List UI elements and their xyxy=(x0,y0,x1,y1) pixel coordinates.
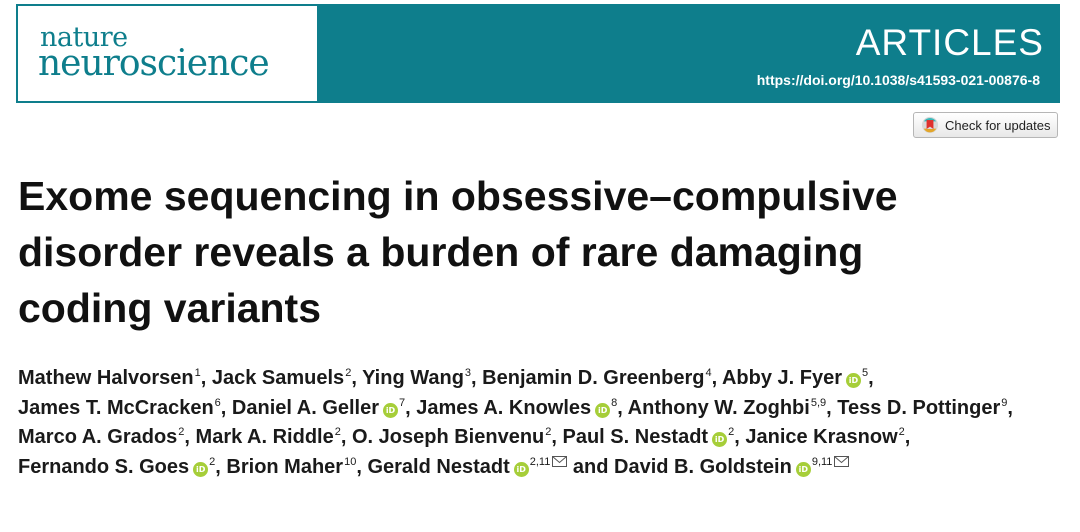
author-name: Marco A. Grados xyxy=(18,426,178,448)
author-brion-maher[interactable]: Brion Maher10 xyxy=(226,456,356,478)
affiliation-marker: 3 xyxy=(464,367,472,380)
affiliation-marker: 2 xyxy=(345,367,352,380)
logo-line-neuroscience: neuroscience xyxy=(38,43,270,84)
orcid-icon[interactable]: iD xyxy=(846,373,861,388)
logo-line-nature: nature xyxy=(40,22,128,53)
author-name: Paul S. Nestadt xyxy=(562,426,709,448)
author-james-a-knowles[interactable]: James A. Knowles iD8 xyxy=(416,397,617,419)
author-paul-s-nestadt[interactable]: Paul S. Nestadt iD2 xyxy=(563,426,735,448)
author-name: David B. Goldstein xyxy=(614,455,792,478)
author-name: Daniel A. Geller xyxy=(231,396,380,419)
author-jack-samuels[interactable]: Jack Samuels2 xyxy=(212,367,351,389)
author-name: Fernando S. Goes xyxy=(18,455,190,478)
affiliation-marker: 5,9 xyxy=(810,396,827,409)
crossmark-icon xyxy=(921,116,939,134)
author-name: Janice Krasnow xyxy=(745,426,898,448)
author-david-b-goldstein[interactable]: David B. Goldstein iD9,11 xyxy=(614,455,850,478)
affiliation-marker: 5 xyxy=(862,367,869,380)
author-name: Tess D. Pottinger xyxy=(837,396,1001,419)
author-daniel-a-geller[interactable]: Daniel A. Geller iD7 xyxy=(232,397,405,419)
affiliation-marker: 2 xyxy=(728,426,735,439)
author-marco-a-grados[interactable]: Marco A. Grados2 xyxy=(18,426,184,448)
author-benjamin-d-greenberg[interactable]: Benjamin D. Greenberg4 xyxy=(482,367,711,389)
affiliation-marker: 2 xyxy=(898,426,905,439)
article-title: Exome sequencing in obsessive–compulsive… xyxy=(18,173,898,331)
author-name: Jack Samuels xyxy=(211,367,345,389)
email-icon[interactable] xyxy=(834,455,850,467)
author-name: O. Joseph Bienvenu xyxy=(351,426,545,448)
orcid-icon[interactable]: iD xyxy=(712,432,728,447)
affiliation-marker: 4 xyxy=(705,367,712,380)
author-name: James A. Knowles xyxy=(416,396,592,419)
author-name: Anthony W. Zoghbi xyxy=(627,396,810,419)
author-anthony-w-zoghbi[interactable]: Anthony W. Zoghbi5,9 xyxy=(628,397,826,419)
doi-link[interactable]: https://doi.org/10.1038/s41593-021-00876… xyxy=(756,72,1040,88)
author-name: James T. McCracken xyxy=(18,396,214,419)
author-tess-d-pottinger[interactable]: Tess D. Pottinger9 xyxy=(837,397,1007,419)
author-name: Mathew Halvorsen xyxy=(18,367,194,389)
affiliation-marker: 9,11 xyxy=(811,455,833,468)
affiliation-marker: 2 xyxy=(545,426,552,439)
author-mark-a-riddle[interactable]: Mark A. Riddle2 xyxy=(196,426,341,448)
orcid-icon[interactable]: iD xyxy=(595,402,611,418)
email-icon[interactable] xyxy=(552,455,568,467)
author-name: Abby J. Fyer xyxy=(721,367,842,389)
author-ying-wang[interactable]: Ying Wang3 xyxy=(362,367,471,389)
author-list: Mathew Halvorsen1, Jack Samuels2, Ying W… xyxy=(18,367,1013,478)
journal-header: nature neuroscience ARTICLES https://doi… xyxy=(16,4,1060,103)
affiliation-marker: 6 xyxy=(214,396,221,409)
affiliation-marker: 2,11 xyxy=(529,455,551,468)
affiliation-marker: 2 xyxy=(334,426,341,439)
affiliation-marker: 8 xyxy=(611,396,618,409)
author-name: Brion Maher xyxy=(226,455,344,478)
author-name: Gerald Nestadt xyxy=(367,455,510,478)
orcid-icon[interactable]: iD xyxy=(383,402,399,418)
affiliation-marker: 7 xyxy=(399,396,406,409)
author-name: Ying Wang xyxy=(362,367,464,389)
author-fernando-s-goes[interactable]: Fernando S. Goes iD2 xyxy=(18,456,215,478)
affiliation-marker: 1 xyxy=(194,367,201,380)
author-o-joseph-bienvenu[interactable]: O. Joseph Bienvenu2 xyxy=(352,426,551,448)
affiliation-marker: 9 xyxy=(1001,396,1008,409)
orcid-icon[interactable]: iD xyxy=(513,461,529,477)
author-abby-j-fyer[interactable]: Abby J. Fyer iD5 xyxy=(722,367,868,389)
author-gerald-nestadt[interactable]: Gerald Nestadt iD2,11 xyxy=(367,455,568,478)
orcid-icon[interactable]: iD xyxy=(193,461,209,477)
author-name: Benjamin D. Greenberg xyxy=(482,367,705,389)
author-janice-krasnow[interactable]: Janice Krasnow2 xyxy=(745,426,904,448)
affiliation-marker: 2 xyxy=(209,455,216,468)
journal-logo[interactable]: nature neuroscience xyxy=(18,6,317,101)
affiliation-marker: 2 xyxy=(178,426,185,439)
author-mathew-halvorsen[interactable]: Mathew Halvorsen1 xyxy=(18,367,201,389)
section-label: ARTICLES xyxy=(855,22,1044,63)
author-james-t-mccracken[interactable]: James T. McCracken6 xyxy=(18,397,221,419)
orcid-icon[interactable]: iD xyxy=(795,461,811,477)
author-conjunction: and xyxy=(572,455,609,478)
check-for-updates-button[interactable]: Check for updates xyxy=(913,112,1058,138)
check-for-updates-label: Check for updates xyxy=(945,117,1051,133)
author-name: Mark A. Riddle xyxy=(195,426,334,448)
affiliation-marker: 10 xyxy=(344,455,357,468)
